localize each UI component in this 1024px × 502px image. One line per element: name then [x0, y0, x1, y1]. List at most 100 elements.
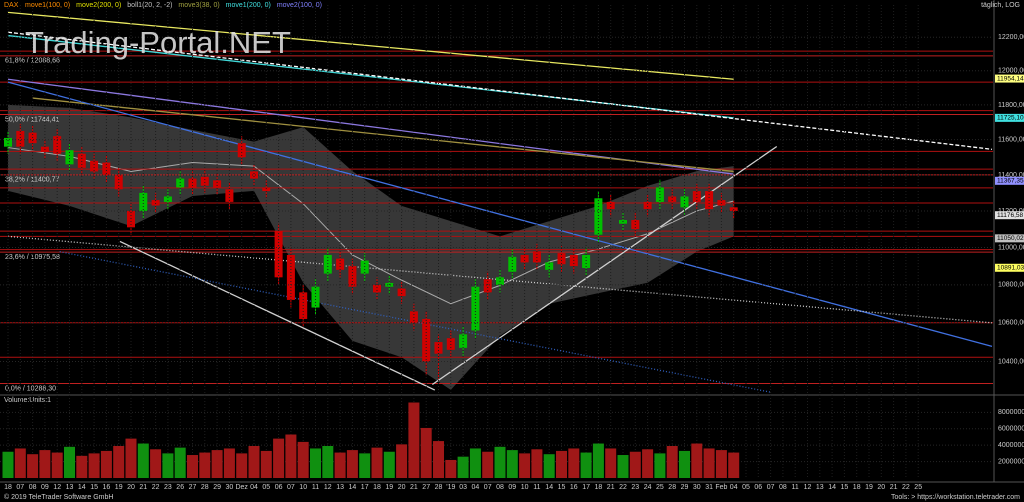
candle-body — [200, 176, 209, 186]
volume-tick-label: 2000000 — [998, 458, 1024, 465]
candle-body — [127, 210, 135, 228]
x-tick-label: 19 — [865, 484, 873, 491]
x-tick-label: 13 — [66, 484, 74, 491]
x-tick-label: 25 — [914, 484, 922, 491]
x-tick-label: 14 — [828, 484, 836, 491]
x-tick-label: '19 — [446, 484, 455, 491]
y-tick-label: 10600,00 — [998, 320, 1024, 327]
volume-bar — [260, 450, 272, 478]
x-tick-label: 11 — [312, 484, 319, 491]
candle-body — [213, 180, 222, 188]
x-tick-label: 08 — [496, 484, 504, 491]
x-tick-label: 20 — [398, 484, 406, 491]
volume-bar — [322, 446, 334, 478]
trend-line — [119, 240, 436, 391]
volume-bar — [88, 453, 100, 478]
volume-bar — [666, 446, 678, 478]
candle-body — [483, 279, 492, 293]
volume-bar — [556, 450, 567, 478]
y-tick-label: 12000,00 — [998, 68, 1024, 75]
x-tick-label: 06 — [754, 484, 762, 491]
volume-bar — [27, 454, 39, 478]
volume-bar — [383, 451, 395, 478]
x-tick-label: 12 — [804, 484, 812, 491]
fib-label: 38,2% / 11400,77 — [5, 177, 59, 184]
x-tick-label: 10 — [521, 484, 529, 491]
volume-bar — [39, 450, 51, 478]
price-tag-label: 11050,02 — [997, 235, 1024, 242]
candle-body — [323, 254, 332, 274]
x-tick-label: 13 — [336, 484, 344, 491]
volume-bar — [162, 453, 174, 478]
legend-entry: move2(100, 0) — [277, 2, 322, 9]
x-tick-label: 29 — [213, 484, 221, 491]
x-tick-label: 20 — [877, 484, 885, 491]
x-tick-label: 26 — [176, 484, 184, 491]
x-tick-label: 19 — [385, 484, 393, 491]
period: täglich, LOG — [981, 2, 1020, 9]
volume-bar — [629, 451, 641, 478]
candle-body — [520, 254, 529, 263]
volume-tick-label: 8000000 — [998, 409, 1024, 416]
x-tick-label: 08 — [779, 484, 787, 491]
fib-label: 0,0% / 10288,30 — [5, 385, 56, 392]
volume-bar — [346, 450, 358, 478]
x-tick-label: 24 — [644, 484, 652, 491]
volume-bar — [469, 448, 481, 478]
volume-bar — [199, 452, 211, 478]
x-tick-label: 07 — [16, 484, 24, 491]
y-tick-label: 11600,00 — [998, 137, 1024, 144]
y-tick-label: 12200,00 — [998, 34, 1024, 41]
volume-bar — [506, 450, 518, 478]
x-tick-label: 13 — [816, 484, 824, 491]
candle-body — [360, 260, 369, 274]
x-tick-label: 27 — [189, 484, 197, 491]
x-tick-label: 19 — [115, 484, 123, 491]
candle-body — [508, 256, 517, 272]
price-tag — [995, 234, 1024, 243]
y-tick-label: 11000,00 — [998, 244, 1024, 251]
x-tick-label: 15 — [90, 484, 98, 491]
candle-body — [348, 266, 357, 287]
volume-tick-label: 4000000 — [998, 442, 1024, 449]
candle-body — [692, 191, 701, 202]
trend-line — [32, 97, 734, 173]
candle-body — [77, 153, 86, 168]
price-tag — [995, 176, 1024, 185]
candle-body — [311, 286, 320, 308]
candle-body — [102, 162, 111, 175]
candle-body — [557, 253, 566, 265]
x-tick-label: 04 — [730, 484, 738, 491]
x-tick-label: 07 — [287, 484, 295, 491]
y-tick-label: 11400,00 — [998, 172, 1024, 179]
volume-bar — [691, 443, 703, 478]
volume-bar — [64, 446, 75, 478]
volume-bar — [482, 451, 494, 478]
candle-body — [594, 198, 603, 235]
volume-bar — [580, 452, 592, 478]
volume-bar — [285, 434, 297, 478]
candle-body — [668, 196, 677, 202]
volume-bar — [420, 427, 432, 478]
footer-left: © 2019 TeleTrader Software GmbH — [4, 493, 113, 501]
legend-entry: move1(200, 0) — [226, 2, 271, 9]
volume-bar — [248, 446, 260, 478]
instrument: DAX — [4, 2, 19, 9]
x-tick-label: Dez — [235, 484, 248, 491]
x-tick-label: 30 — [693, 484, 701, 491]
trend-line — [431, 145, 778, 386]
x-tick-label: 14 — [349, 484, 357, 491]
x-tick-label: 21 — [410, 484, 418, 491]
price-tag — [995, 263, 1024, 272]
footer-right: Tools: > https://workstation.teletrader.… — [891, 494, 1020, 501]
x-tick-label: 27 — [422, 484, 430, 491]
volume-bar — [605, 448, 617, 478]
candle-body — [262, 187, 271, 192]
candle-body — [176, 178, 185, 188]
x-tick-label: 07 — [767, 484, 775, 491]
x-tick-label: 15 — [841, 484, 849, 491]
candle-body — [532, 251, 541, 263]
volume-bar — [531, 449, 543, 478]
x-tick-label: 29 — [681, 484, 689, 491]
volume-bar — [51, 452, 63, 478]
